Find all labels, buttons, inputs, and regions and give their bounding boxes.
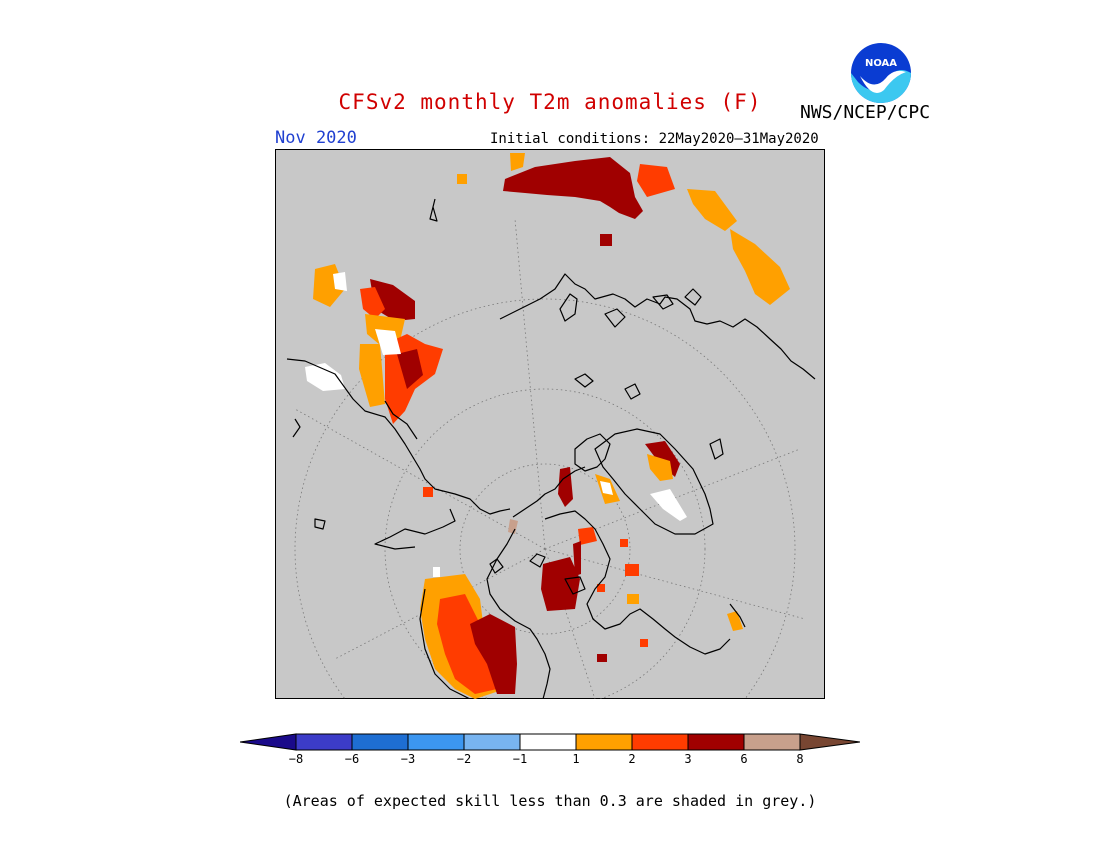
anomaly-region xyxy=(508,519,518,534)
anomaly-region xyxy=(637,164,675,197)
colorbar-tick: −1 xyxy=(512,752,528,766)
map-title: CFSv2 monthly T2m anomalies (F) xyxy=(338,90,762,114)
anomaly-region xyxy=(423,487,433,497)
anomaly-region xyxy=(503,157,643,219)
colorbar-tick: 3 xyxy=(684,752,692,766)
anomaly-region xyxy=(578,527,597,545)
anomaly-region xyxy=(647,454,673,481)
anomaly-region xyxy=(470,614,517,694)
colorbar-segment xyxy=(351,733,409,751)
anomaly-region xyxy=(620,539,628,547)
anomaly-region xyxy=(541,557,580,611)
colorbar-segments xyxy=(240,733,860,751)
anomaly-region xyxy=(437,594,497,694)
agency-label: NWS/NCEP/CPC xyxy=(800,102,931,123)
colorbar-segment xyxy=(631,733,689,751)
colorbar-tick: 6 xyxy=(740,752,748,766)
anomaly-region xyxy=(457,174,467,184)
anomaly-region xyxy=(360,287,385,319)
anomaly-region xyxy=(727,611,743,631)
anomaly-region xyxy=(510,153,525,171)
colorbar-segment xyxy=(240,733,297,751)
anomaly-region xyxy=(359,344,385,407)
anomaly-region xyxy=(625,564,639,576)
anomaly-shading xyxy=(305,153,790,699)
anomaly-region xyxy=(687,189,737,231)
colorbar-tick: −3 xyxy=(400,752,416,766)
anomaly-region xyxy=(627,594,639,604)
colorbar-tick: −8 xyxy=(288,752,304,766)
anomaly-region xyxy=(375,329,401,355)
anomaly-region xyxy=(650,489,687,521)
colorbar-segment xyxy=(407,733,465,751)
anomaly-region xyxy=(597,584,605,592)
anomaly-region xyxy=(573,541,581,576)
anomaly-region xyxy=(333,272,347,291)
colorbar-segment xyxy=(463,733,521,751)
anomaly-region xyxy=(597,654,607,662)
noaa-logo: NOAA xyxy=(851,43,911,103)
anomaly-region xyxy=(305,363,345,391)
polar-map xyxy=(275,149,825,699)
initial-conditions: Initial conditions: 22May2020–31May2020 xyxy=(490,131,819,147)
coastlines xyxy=(286,198,816,699)
colorbar-segment xyxy=(575,733,633,751)
colorbar-tick: 1 xyxy=(572,752,580,766)
colorbar-tick: 8 xyxy=(796,752,804,766)
colorbar xyxy=(240,733,860,751)
colorbar-tick: −2 xyxy=(456,752,472,766)
logo-text: NOAA xyxy=(865,58,897,69)
colorbar-segment xyxy=(295,733,353,751)
colorbar-tick: −6 xyxy=(344,752,360,766)
colorbar-segment xyxy=(687,733,745,751)
anomaly-region xyxy=(433,567,440,577)
colorbar-segment xyxy=(799,733,860,751)
anomaly-region xyxy=(730,229,790,305)
colorbar-tick: 2 xyxy=(628,752,636,766)
anomaly-region xyxy=(600,234,612,246)
colorbar-segment xyxy=(743,733,801,751)
forecast-month: Nov 2020 xyxy=(275,128,357,148)
anomaly-region xyxy=(640,639,648,647)
anomaly-region xyxy=(600,481,613,495)
colorbar-segment xyxy=(519,733,577,751)
anomaly-region xyxy=(397,349,423,389)
skill-note: (Areas of expected skill less than 0.3 a… xyxy=(283,792,817,810)
anomaly-region xyxy=(558,467,573,507)
